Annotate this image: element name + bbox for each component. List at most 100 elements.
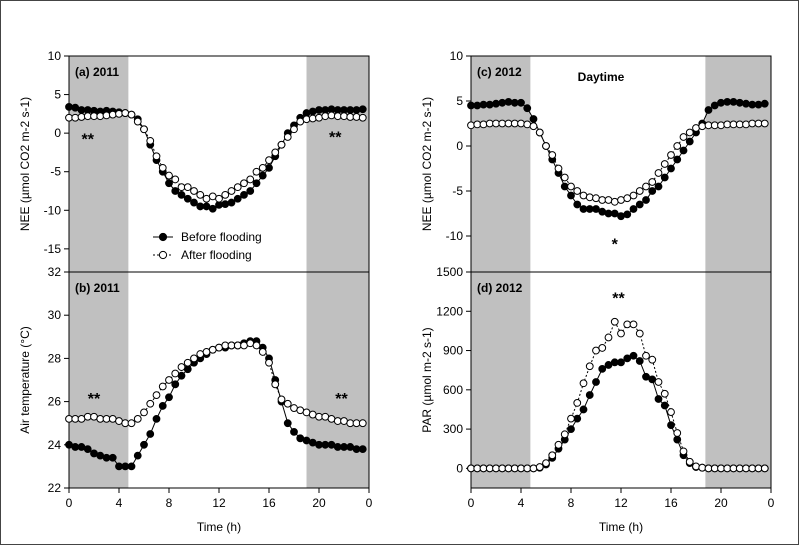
data-point	[554, 164, 563, 173]
data-point	[498, 98, 507, 107]
data-point	[604, 333, 613, 342]
data-point	[208, 204, 217, 213]
data-point	[127, 462, 136, 471]
data-point	[660, 401, 669, 410]
data-point	[698, 463, 707, 472]
data-point	[283, 133, 292, 141]
data-point	[623, 210, 632, 219]
data-point	[685, 137, 694, 146]
panel-c: 10 5 0 -5 -10 NEE (µmol CO2 m-2 s-1) (c) 2012 D…	[420, 49, 772, 273]
data-point	[567, 414, 575, 423]
data-point	[760, 119, 769, 128]
data-point	[642, 182, 650, 191]
data-point	[227, 198, 236, 207]
data-point	[65, 103, 73, 111]
x-tick-label: 12	[614, 496, 628, 510]
data-point	[271, 380, 280, 389]
y-tick-label: -15	[44, 242, 62, 256]
data-point	[560, 173, 569, 182]
data-point	[579, 191, 588, 200]
x-tick-label: 4	[116, 496, 123, 510]
shaded-region	[306, 56, 369, 272]
y-tick-label: 30	[48, 308, 62, 322]
data-point	[258, 348, 267, 356]
data-point	[227, 187, 236, 195]
data-point	[252, 167, 261, 176]
x-tick-label: 20	[312, 496, 326, 510]
x-tick-label: 0	[66, 496, 73, 510]
y-tick-label: 5	[456, 94, 463, 108]
data-point	[140, 440, 148, 449]
data-point	[535, 128, 544, 137]
data-point	[171, 187, 180, 195]
panel-title: (d) 2012	[477, 281, 523, 295]
data-point	[617, 358, 625, 367]
data-point	[340, 112, 348, 121]
data-point	[221, 190, 230, 199]
data-point	[83, 445, 92, 454]
data-point	[158, 402, 167, 410]
data-point	[190, 198, 198, 207]
data-point	[729, 98, 738, 106]
data-point	[673, 155, 682, 164]
data-point	[485, 100, 494, 109]
data-point	[617, 212, 625, 221]
data-point	[660, 160, 669, 168]
data-point	[127, 419, 136, 428]
data-point	[352, 113, 361, 121]
significance-annotation: **	[82, 132, 95, 149]
data-point	[548, 451, 557, 460]
data-point	[654, 395, 663, 403]
x-axis-label: Time (h)	[197, 520, 241, 534]
data-point	[623, 194, 632, 203]
y-tick-label: 300	[443, 422, 463, 436]
y-axis-label: NEE (µmol CO2 m-2 s-1)	[420, 97, 434, 231]
data-point	[523, 120, 532, 129]
y-tick-label: 0	[456, 461, 463, 475]
shaded-region	[705, 272, 771, 488]
y-tick-label: 10	[48, 49, 62, 63]
data-point	[96, 112, 105, 121]
data-point	[667, 164, 675, 173]
x-tick-label: 20	[714, 496, 728, 510]
data-point	[158, 382, 167, 391]
data-point	[158, 163, 167, 172]
shaded-region	[471, 272, 531, 488]
data-point	[140, 408, 148, 417]
x-tick-label: 16	[262, 496, 276, 510]
data-point	[246, 175, 255, 184]
data-point	[542, 459, 550, 468]
panel-b: 32 30 28 26 24 22 0 4 8 12 16 20 0 Time (h) Air temper…	[18, 265, 373, 534]
data-point	[77, 113, 86, 121]
data-point	[258, 163, 267, 172]
significance-annotation: **	[612, 290, 625, 307]
data-point	[265, 156, 273, 165]
data-point	[283, 419, 292, 428]
data-point	[692, 462, 700, 471]
data-point	[648, 355, 657, 364]
data-point	[133, 117, 142, 126]
data-point	[108, 110, 117, 119]
data-point	[629, 191, 638, 200]
y-axis-label: Air temperature (°C)	[18, 326, 32, 434]
data-point	[642, 351, 650, 360]
significance-annotation: **	[88, 391, 101, 408]
data-point	[327, 111, 336, 120]
panel-title: (c) 2012	[477, 65, 522, 79]
data-point	[146, 399, 155, 408]
data-point	[190, 187, 198, 195]
data-point	[133, 451, 142, 460]
data-point	[165, 393, 173, 402]
panel-d: 1500 1200 900 600 300 0 0 4 8 12 16 20 0 Time (h) PAR …	[420, 265, 775, 534]
data-point	[635, 200, 644, 209]
data-point	[190, 354, 198, 363]
data-point	[302, 115, 311, 124]
data-point	[523, 104, 532, 113]
y-tick-label: 24	[48, 438, 62, 452]
data-point	[598, 207, 607, 216]
data-point	[585, 391, 594, 399]
data-point	[152, 152, 161, 161]
data-point	[685, 128, 694, 137]
data-point	[240, 179, 248, 188]
